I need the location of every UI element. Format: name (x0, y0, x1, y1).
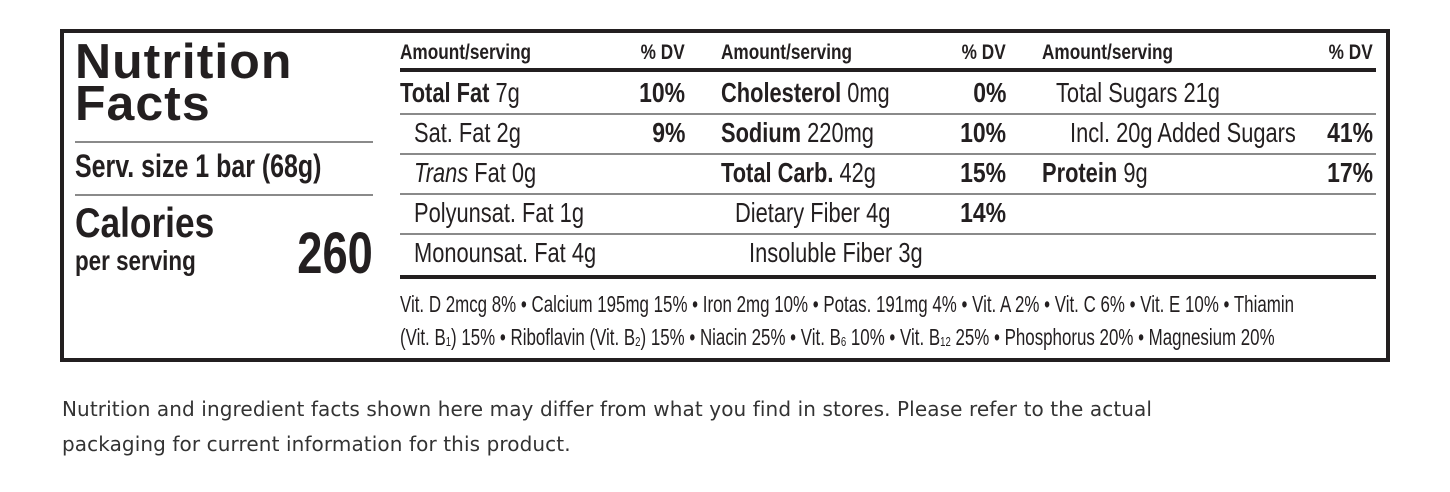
nutrient-amount: 21g (1183, 77, 1220, 108)
nutrient-name: Monounsat. Fat (414, 237, 566, 268)
section-rule (400, 275, 1376, 279)
vitamins-text: 10% • Vit. B (846, 324, 941, 350)
subscript: 2 (635, 334, 641, 349)
nutrient-dv: 10% (639, 77, 685, 108)
subscript: 1 (445, 334, 452, 349)
column-header: Amount/serving % DV (721, 33, 1006, 69)
nutrient-name: Sodium (721, 117, 802, 148)
header-amount: Amount/serving (721, 41, 853, 64)
subscript: 6 (840, 334, 847, 349)
nutrient-amount: 7g (495, 77, 520, 108)
nutrient-name: Polyunsat. Fat (414, 197, 554, 228)
title-line-2: Facts (75, 77, 211, 131)
header-amount: Amount/serving (400, 41, 532, 64)
nutrient-amount: 0mg (847, 77, 890, 108)
nutrient-row-sat-fat: Sat. Fat 2g 9% (400, 113, 685, 153)
nutrient-name: Total Fat (400, 77, 490, 108)
header-rule (400, 68, 1376, 72)
subscript: 12 (940, 334, 951, 349)
nutrient-column-3: Amount/serving % DV Total Sugars 21g Inc… (1042, 33, 1373, 283)
nutrient-amount: 42g (839, 157, 876, 188)
nutrient-dv: 14% (960, 197, 1006, 228)
nutrient-name: Dietary Fiber (735, 197, 861, 228)
nutrient-row-monounsat-fat: Monounsat. Fat 4g (400, 233, 685, 273)
vitamins-text: (Vit. B (400, 324, 446, 350)
row-rule (400, 153, 1376, 155)
nutrient-dv: 41% (1327, 117, 1373, 148)
row-rule (400, 233, 1376, 235)
nutrient-row-trans-fat: Trans Fat 0g (400, 153, 685, 193)
nutrient-row-polyunsat-fat: Polyunsat. Fat 1g (400, 193, 685, 233)
nutrient-amount: 9g (1123, 157, 1148, 188)
label-left-column: Nutrition Facts Serv. size 1 bar (68g) C… (75, 33, 373, 358)
vitamins-line-2: (Vit. B1) 15% • Riboflavin (Vit. B2) 15%… (400, 321, 1275, 358)
nutrient-name: Total Sugars (1056, 77, 1178, 108)
nutrient-row-total-carb: Total Carb. 42g 15% (721, 153, 1006, 193)
nutrient-row-protein: Protein 9g 17% (1042, 153, 1373, 193)
calories-label: Calories (75, 199, 215, 246)
nutrient-name: Insoluble Fiber (749, 237, 893, 268)
nutrient-amount: 1g (559, 197, 584, 228)
header-dv: % DV (961, 41, 1006, 64)
nutrient-name: Protein (1042, 157, 1118, 188)
vitamins-text: 25% • Phosphorus 20% • Magnesium 20% (950, 324, 1275, 350)
vitamins-text: ) 15% • Riboflavin (Vit. B (451, 324, 636, 350)
label-title: Nutrition Facts (75, 35, 293, 131)
nutrient-amount: 4g (866, 197, 891, 228)
nutrient-amount: 220mg (807, 117, 874, 148)
disclaimer-text: Nutrition and ingredient facts shown her… (62, 392, 1402, 462)
nutrient-name: Trans (414, 157, 469, 188)
header-dv: % DV (640, 41, 685, 64)
vitamins-minerals: Vit. D 2mcg 8% • Calcium 195mg 15% • Iro… (400, 288, 1376, 358)
divider (75, 141, 373, 143)
nutrient-dv: 17% (1327, 157, 1373, 188)
nutrient-amount: 0g (511, 157, 537, 188)
nutrient-row-total-sugars: Total Sugars 21g (1042, 73, 1373, 113)
nutrient-name: Total Carb. (721, 157, 834, 188)
nutrient-row-total-fat: Total Fat 7g 10% (400, 73, 685, 113)
column-header: Amount/serving % DV (1042, 33, 1373, 69)
nutrient-dv: 0% (972, 77, 1006, 108)
vitamins-text: ) 15% • Niacin 25% • Vit. B (640, 324, 841, 350)
nutrient-row-sodium: Sodium 220mg 10% (721, 113, 1006, 153)
nutrient-dv: 9% (651, 117, 685, 148)
column-header: Amount/serving % DV (400, 33, 685, 69)
row-rule (400, 113, 1376, 115)
disclaimer-line-1: Nutrition and ingredient facts shown her… (62, 397, 1153, 421)
header-dv: % DV (1328, 41, 1373, 64)
nutrient-name: Incl. 20g Added Sugars (1070, 117, 1296, 148)
nutrient-dv: 15% (960, 157, 1006, 188)
nutrient-amount: 4g (571, 237, 597, 268)
row-rule (400, 193, 1376, 195)
header-amount: Amount/serving (1042, 41, 1174, 64)
divider (75, 194, 373, 196)
nutrient-row-cholesterol: Cholesterol 0mg 0% (721, 73, 1006, 113)
nutrient-name: Cholesterol (721, 77, 842, 108)
nutrition-facts-label: Nutrition Facts Serv. size 1 bar (68g) C… (60, 29, 1390, 362)
nutrient-row-dietary-fiber: Dietary Fiber 4g 14% (721, 193, 1006, 233)
nutrient-name: Sat. Fat (414, 117, 491, 148)
nutrient-dv: 10% (960, 117, 1006, 148)
calories-sublabel: per serving (75, 245, 196, 276)
nutrient-column-2: Amount/serving % DV Cholesterol 0mg 0% S… (721, 33, 1006, 283)
nutrient-amount: 2g (496, 117, 521, 148)
nutrient-amount: 3g (898, 237, 923, 268)
nutrient-row-insoluble-fiber: Insoluble Fiber 3g (721, 233, 1006, 273)
disclaimer-line-2: packaging for current information for th… (62, 432, 571, 456)
vitamins-line-1: Vit. D 2mcg 8% • Calcium 195mg 15% • Iro… (400, 291, 1294, 317)
nutrient-row-added-sugars: Incl. 20g Added Sugars 41% (1042, 113, 1373, 153)
nutrient-table: Amount/serving % DV Total Fat 7g 10% Sat… (400, 33, 1376, 358)
serving-size: Serv. size 1 bar (68g) (75, 148, 322, 184)
nutrient-name-suffix: Fat (474, 157, 506, 188)
title-line-1: Nutrition (75, 35, 293, 89)
nutrient-column-1: Amount/serving % DV Total Fat 7g 10% Sat… (400, 33, 685, 283)
calories-value: 260 (297, 221, 373, 286)
